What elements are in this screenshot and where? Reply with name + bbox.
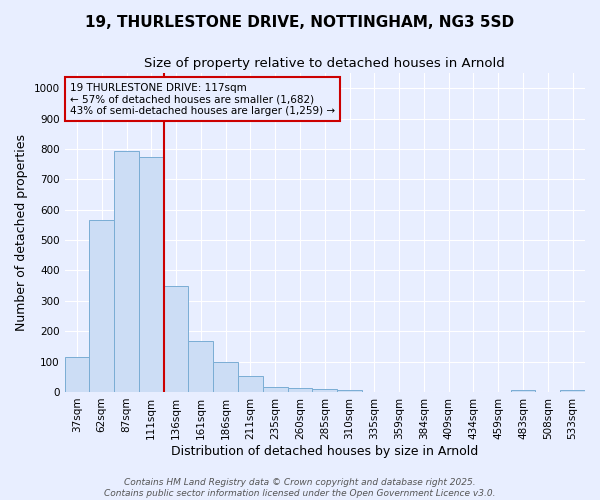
Bar xyxy=(313,389,337,392)
Bar xyxy=(164,286,188,392)
Bar xyxy=(287,388,313,392)
Bar xyxy=(560,390,585,392)
Bar xyxy=(188,341,213,392)
Text: 19 THURLESTONE DRIVE: 117sqm
← 57% of detached houses are smaller (1,682)
43% of: 19 THURLESTONE DRIVE: 117sqm ← 57% of de… xyxy=(70,82,335,116)
Bar xyxy=(337,390,362,392)
Bar xyxy=(213,362,238,392)
Bar xyxy=(114,150,139,392)
Text: Contains HM Land Registry data © Crown copyright and database right 2025.
Contai: Contains HM Land Registry data © Crown c… xyxy=(104,478,496,498)
Title: Size of property relative to detached houses in Arnold: Size of property relative to detached ho… xyxy=(145,58,505,70)
Bar xyxy=(238,376,263,392)
Bar xyxy=(263,388,287,392)
Bar xyxy=(139,156,164,392)
Text: 19, THURLESTONE DRIVE, NOTTINGHAM, NG3 5SD: 19, THURLESTONE DRIVE, NOTTINGHAM, NG3 5… xyxy=(85,15,515,30)
X-axis label: Distribution of detached houses by size in Arnold: Distribution of detached houses by size … xyxy=(171,444,478,458)
Bar xyxy=(511,390,535,392)
Y-axis label: Number of detached properties: Number of detached properties xyxy=(15,134,28,331)
Bar xyxy=(65,357,89,392)
Bar xyxy=(89,220,114,392)
